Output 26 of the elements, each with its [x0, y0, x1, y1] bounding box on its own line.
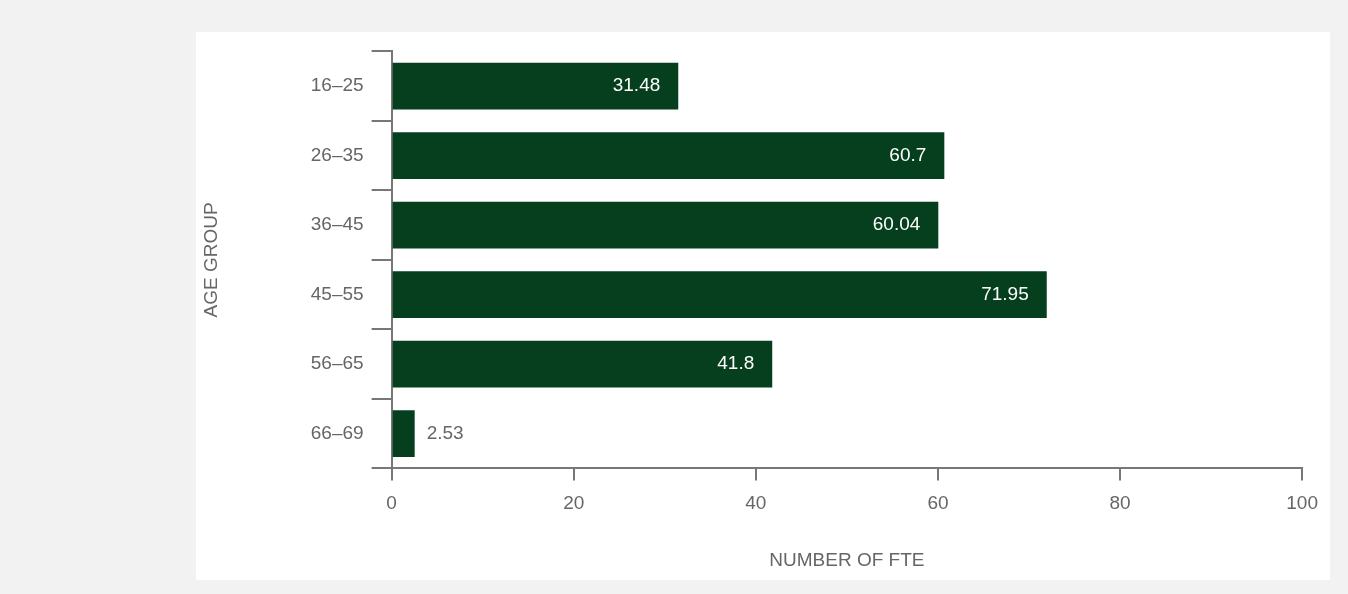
data-label: 31.48	[612, 74, 661, 96]
bar	[392, 271, 1047, 318]
y-tick-label: 66–69	[310, 421, 364, 443]
bar	[392, 340, 773, 388]
y-tick-label: 36–45	[310, 213, 364, 235]
bar	[392, 201, 939, 249]
data-label: 60.04	[872, 213, 921, 235]
x-tick-label: 0	[386, 492, 397, 514]
x-tick-label: 20	[563, 492, 585, 514]
bar	[392, 132, 945, 179]
data-label: 60.7	[889, 143, 927, 165]
data-label: 41.8	[717, 352, 755, 374]
y-tick-label: 56–65	[310, 352, 364, 374]
x-tick-label: 100	[1286, 492, 1318, 514]
bar	[392, 62, 679, 110]
y-tick-label: 26–35	[310, 143, 364, 165]
x-tick-label: 40	[745, 492, 767, 514]
y-tick-label: 16–25	[310, 74, 364, 96]
x-tick-label: 80	[1109, 492, 1131, 514]
data-label: 2.53	[426, 421, 464, 443]
bar	[392, 410, 415, 457]
data-label: 71.95	[981, 282, 1029, 304]
x-axis-title: NUMBER OF FTE	[769, 548, 925, 570]
x-tick-label: 60	[927, 492, 949, 514]
y-axis-title: AGE GROUP	[199, 202, 221, 318]
y-tick-label: 45–55	[310, 282, 364, 304]
